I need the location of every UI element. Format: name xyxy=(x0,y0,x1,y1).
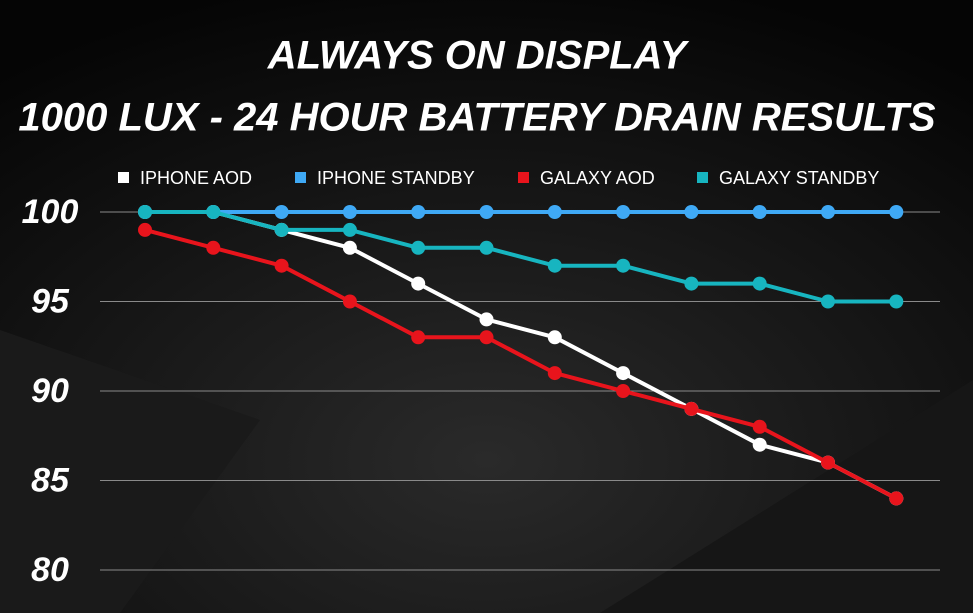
point xyxy=(889,491,904,506)
series-line xyxy=(145,210,897,304)
point xyxy=(411,205,426,219)
point xyxy=(342,294,357,309)
legend-marker xyxy=(697,172,708,183)
point xyxy=(752,205,767,219)
point xyxy=(684,205,699,219)
legend-label: GALAXY AOD xyxy=(540,168,655,188)
point xyxy=(411,240,426,255)
legend-label: IPHONE AOD xyxy=(140,168,252,188)
point xyxy=(547,366,562,381)
point xyxy=(274,222,289,237)
point xyxy=(342,205,357,219)
point xyxy=(752,437,767,452)
point xyxy=(889,294,904,309)
y-tick-label: 100 xyxy=(22,193,79,231)
point xyxy=(479,240,494,255)
y-tick-label: 90 xyxy=(31,372,69,410)
point xyxy=(479,312,494,327)
point xyxy=(342,222,357,237)
point xyxy=(274,205,289,219)
y-tick-label: 95 xyxy=(31,282,70,320)
point xyxy=(752,419,767,434)
background-shape xyxy=(600,380,973,613)
series-line xyxy=(144,227,898,501)
chart-subtitle: 1000 LUX - 24 HOUR BATTERY DRAIN RESULTS xyxy=(18,96,936,140)
point xyxy=(821,294,835,309)
point xyxy=(411,330,426,345)
point xyxy=(547,330,562,345)
chart-title: ALWAYS ON DISPLAY xyxy=(267,34,690,78)
y-tick-label: 85 xyxy=(31,461,70,499)
point xyxy=(547,258,562,273)
legend-marker xyxy=(295,172,306,183)
point xyxy=(342,240,357,255)
point xyxy=(206,205,221,219)
point xyxy=(616,384,631,398)
point xyxy=(547,205,562,219)
point xyxy=(821,205,835,219)
background-shape xyxy=(0,330,260,613)
point xyxy=(752,276,767,291)
point xyxy=(616,366,631,381)
point xyxy=(821,455,835,470)
point xyxy=(684,276,699,291)
point xyxy=(684,401,699,416)
legend-marker xyxy=(118,172,129,183)
point xyxy=(138,205,152,219)
point xyxy=(479,205,494,219)
point xyxy=(616,258,631,273)
point xyxy=(889,205,904,219)
y-tick-label: 80 xyxy=(31,551,69,589)
point xyxy=(479,330,494,345)
legend-marker xyxy=(518,172,529,183)
point xyxy=(411,276,426,291)
legend-label: GALAXY STANDBY xyxy=(719,168,879,188)
point xyxy=(274,258,289,273)
point xyxy=(206,240,221,255)
point xyxy=(616,205,631,219)
legend-label: IPHONE STANDBY xyxy=(317,168,475,188)
point xyxy=(138,222,152,237)
